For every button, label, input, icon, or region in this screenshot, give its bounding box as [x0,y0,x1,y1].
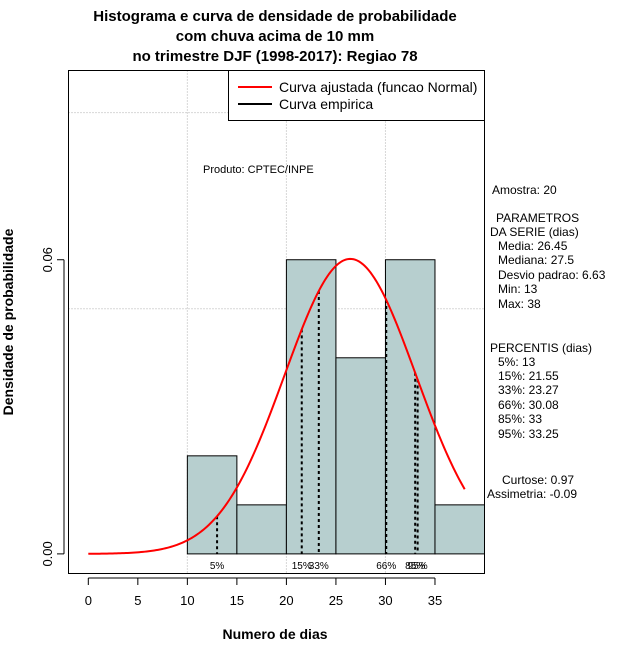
params-heading-2: DA SERIE (dias) [490,225,579,239]
histogram-bars [186,259,486,555]
percentil-66: 66%: 30.08 [498,398,559,412]
x-tick-label: 5 [134,593,141,608]
x-tick-label: 10 [180,593,194,608]
y-axis-label: Densidade de probabilidade [0,228,16,415]
normal-fit-curve [88,257,466,555]
percentile-label: 85% [405,561,425,572]
histogram-bar [434,504,486,555]
chart-title-line-3: no trimestre DJF (1998-2017): Regiao 78 [132,48,417,65]
legend-label-fit: Curva ajustada (funcao Normal) [279,79,477,95]
curtose: Curtose: 0.97 [502,473,574,487]
param-media: Media: 26.45 [498,239,568,253]
percentil-33: 33%: 23.27 [498,383,559,397]
percentil-15: 15%: 21.55 [498,369,559,383]
percentile-label: 15% [292,561,312,572]
legend-box [228,70,485,121]
param-min: Min: 13 [498,282,538,296]
histogram-bar [285,259,337,555]
histogram-bar [236,504,287,555]
x-tick-label: 0 [85,593,92,608]
percentil-85: 85%: 33 [498,412,542,426]
histogram-bar [335,357,386,555]
percentile-lines: 5% 15%33% 66% 85%95% [210,290,428,572]
legend: Curva ajustada (funcao Normal) Curva emp… [228,70,485,121]
x-tick-label: 25 [329,593,343,608]
x-axis-label: Numero de dias [222,626,327,642]
chart-title-line-1: Histograma e curva de densidade de proba… [93,8,456,25]
percentil-95: 95%: 33.25 [498,427,559,441]
x-tick-label: 35 [428,593,442,608]
product-annotation: Produto: CPTEC/INPE [203,164,314,176]
assimetria: Assimetria: -0.09 [487,487,577,501]
param-desvio: Desvio padrao: 6.63 [498,268,606,282]
y-tick-label: 0.06 [40,247,55,272]
percentile-label: 5% [210,561,225,572]
x-tick-label: 30 [378,593,392,608]
percentile-label: 95% [408,561,428,572]
percentil-5: 5%: 13 [498,355,536,369]
x-axis: 0 5 10 15 20 25 30 35 [85,577,442,608]
legend-label-empirical: Curva empirica [279,96,373,112]
histogram-bar [186,455,238,555]
percentis-heading: PERCENTIS (dias) [490,341,592,355]
percentile-label: 33% [309,561,329,572]
param-mediana: Mediana: 27.5 [498,253,574,267]
x-tick-label: 15 [230,593,244,608]
chart-title-line-2: com chuva acima de 10 mm [176,28,374,45]
x-tick-label: 20 [279,593,293,608]
param-max: Max: 38 [498,297,541,311]
y-tick-label: 0.00 [40,541,55,566]
stats-side-panel: Amostra: 20 PARAMETROS DA SERIE (dias) M… [487,183,606,501]
sample-size: Amostra: 20 [492,183,557,197]
y-axis: 0.00 0.06 [40,247,65,567]
params-heading-1: PARAMETROS [496,211,579,225]
percentile-label: 66% [376,561,396,572]
